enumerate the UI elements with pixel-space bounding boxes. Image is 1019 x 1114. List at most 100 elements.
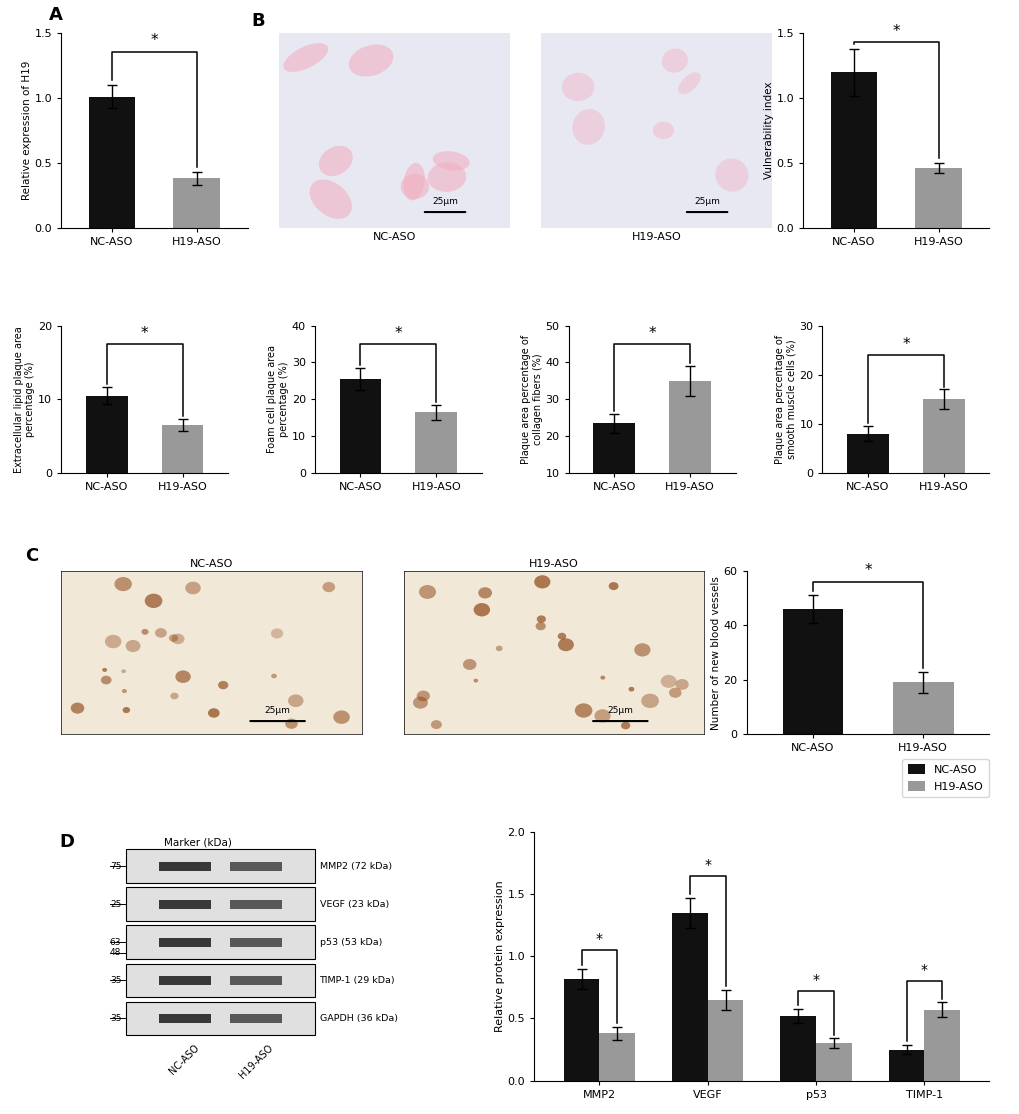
Bar: [888, 1049, 923, 1081]
Ellipse shape: [348, 45, 393, 77]
Ellipse shape: [170, 693, 178, 700]
Ellipse shape: [125, 639, 141, 652]
Bar: [564, 979, 599, 1081]
Text: B: B: [251, 11, 265, 30]
Text: 25μm: 25μm: [606, 706, 633, 715]
Bar: [339, 379, 381, 473]
Ellipse shape: [105, 635, 121, 648]
Bar: [230, 976, 282, 985]
Ellipse shape: [208, 709, 219, 717]
Text: TIMP-1 (29 kDa): TIMP-1 (29 kDa): [319, 976, 394, 985]
Bar: [892, 683, 953, 734]
Ellipse shape: [714, 158, 748, 192]
Ellipse shape: [155, 628, 167, 637]
Ellipse shape: [169, 634, 178, 642]
Text: *: *: [863, 563, 871, 578]
Bar: [230, 938, 282, 947]
Text: *: *: [394, 326, 401, 341]
Bar: [230, 862, 282, 871]
Ellipse shape: [557, 633, 566, 639]
Ellipse shape: [535, 622, 545, 631]
Bar: [86, 395, 127, 473]
Ellipse shape: [641, 694, 658, 709]
Ellipse shape: [145, 594, 162, 608]
Ellipse shape: [594, 710, 610, 723]
Ellipse shape: [575, 703, 592, 717]
Bar: [159, 976, 211, 985]
Bar: [707, 999, 743, 1081]
Ellipse shape: [621, 722, 630, 730]
Bar: [922, 399, 964, 473]
Text: *: *: [901, 338, 909, 352]
Text: 35: 35: [110, 1014, 121, 1023]
Y-axis label: Plaque area percentage of
collagen fibers (%): Plaque area percentage of collagen fiber…: [521, 334, 542, 463]
Title: NC-ASO: NC-ASO: [190, 559, 233, 569]
Ellipse shape: [102, 668, 107, 672]
Ellipse shape: [660, 675, 676, 687]
Y-axis label: Vulnerability index: Vulnerability index: [763, 81, 772, 179]
Bar: [89, 97, 136, 227]
Title: H19-ASO: H19-ASO: [529, 559, 579, 569]
Bar: [780, 1016, 815, 1081]
Bar: [923, 1009, 959, 1081]
Ellipse shape: [322, 582, 335, 593]
Bar: [914, 168, 961, 227]
Ellipse shape: [287, 694, 304, 707]
Text: GAPDH (36 kDa): GAPDH (36 kDa): [319, 1014, 397, 1023]
Text: D: D: [59, 833, 74, 851]
Bar: [159, 938, 211, 947]
Bar: [126, 850, 315, 883]
Ellipse shape: [600, 675, 604, 680]
Ellipse shape: [114, 577, 131, 592]
Text: *: *: [141, 326, 149, 341]
Ellipse shape: [534, 575, 550, 588]
Y-axis label: Extracellular lipid plaque area
percentage (%): Extracellular lipid plaque area percenta…: [13, 326, 36, 472]
Ellipse shape: [400, 174, 429, 199]
Bar: [599, 1034, 635, 1081]
Ellipse shape: [319, 146, 353, 176]
Bar: [126, 964, 315, 997]
Bar: [829, 72, 876, 227]
Ellipse shape: [419, 585, 436, 599]
Text: A: A: [49, 7, 62, 25]
Ellipse shape: [478, 587, 491, 598]
Text: 25μm: 25μm: [264, 706, 290, 715]
Ellipse shape: [185, 582, 201, 594]
Ellipse shape: [536, 615, 545, 623]
Ellipse shape: [678, 72, 700, 95]
Ellipse shape: [142, 629, 149, 635]
Ellipse shape: [572, 109, 604, 145]
Bar: [230, 1014, 282, 1023]
Ellipse shape: [473, 678, 478, 683]
Bar: [415, 412, 457, 473]
Ellipse shape: [473, 603, 489, 616]
Ellipse shape: [608, 582, 618, 590]
Bar: [672, 912, 707, 1081]
Text: p53 (53 kDa): p53 (53 kDa): [319, 938, 381, 947]
Text: H19-ASO: H19-ASO: [237, 1043, 275, 1081]
Ellipse shape: [661, 49, 687, 72]
Ellipse shape: [285, 719, 298, 729]
Ellipse shape: [175, 671, 191, 683]
Text: *: *: [648, 326, 655, 341]
Text: C: C: [25, 547, 39, 565]
Ellipse shape: [432, 152, 469, 170]
Text: *: *: [151, 32, 158, 48]
Ellipse shape: [70, 703, 85, 714]
Text: 25μm: 25μm: [432, 197, 458, 206]
Ellipse shape: [283, 43, 328, 72]
Ellipse shape: [668, 687, 681, 697]
Text: 63: 63: [110, 938, 121, 947]
Ellipse shape: [310, 179, 352, 218]
Bar: [782, 609, 843, 734]
Ellipse shape: [271, 674, 276, 678]
Text: 35: 35: [110, 976, 121, 985]
Ellipse shape: [463, 659, 476, 670]
Bar: [173, 178, 220, 227]
Y-axis label: Number of new blood vessels: Number of new blood vessels: [710, 576, 720, 730]
Bar: [126, 888, 315, 921]
Bar: [847, 433, 888, 473]
Ellipse shape: [413, 696, 427, 709]
Ellipse shape: [427, 163, 466, 192]
Ellipse shape: [271, 628, 283, 638]
